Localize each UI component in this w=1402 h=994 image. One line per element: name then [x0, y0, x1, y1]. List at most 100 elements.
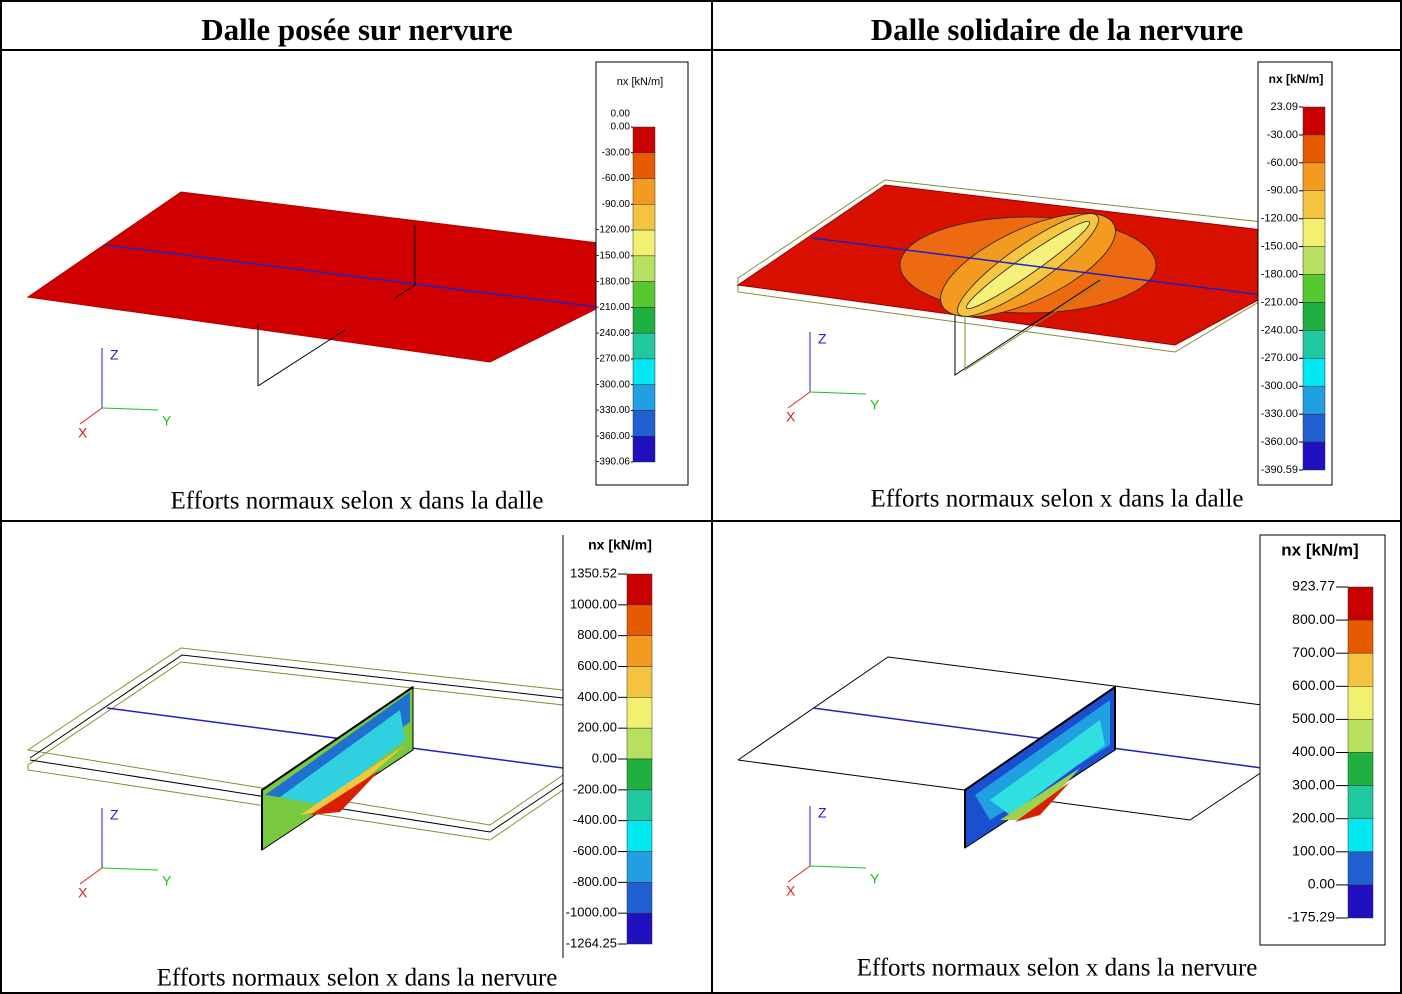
legend-label: 600.00 [577, 658, 617, 673]
legend-swatch [627, 667, 652, 698]
page: Dalle posée sur nervure Dalle solidaire … [0, 0, 1402, 994]
legend-label: 400.00 [577, 689, 617, 704]
legend-swatch [627, 697, 652, 728]
legend-swatch [627, 882, 652, 913]
legend-label: 600.00 [1292, 677, 1335, 693]
axis-label: Y [162, 413, 172, 429]
legend-swatch [627, 790, 652, 821]
legend-label: -390.06 [596, 457, 630, 468]
legend-swatch [1303, 107, 1325, 135]
header-title: Dalle posée sur nervure [201, 12, 512, 47]
legend-label: -300.00 [596, 379, 630, 390]
legend-swatch [633, 307, 655, 333]
legend-swatch [633, 410, 655, 436]
legend-label: 0.00 [592, 750, 617, 765]
legend-label: -120.00 [596, 225, 630, 236]
legend-swatch [1348, 653, 1373, 686]
legend-label: 800.00 [1292, 611, 1335, 627]
legend-label: 100.00 [1292, 843, 1335, 859]
legend-label: -60.00 [1267, 157, 1298, 169]
legend-label: -120.00 [1261, 213, 1298, 225]
legend-label: -330.00 [1261, 408, 1298, 420]
legend-swatch [633, 282, 655, 308]
legend-label: 23.09 [1270, 101, 1298, 113]
legend-label: 200.00 [577, 720, 617, 735]
legend-swatch [627, 913, 652, 944]
axis-label: Z [818, 331, 827, 347]
legend-swatch [633, 333, 655, 359]
legend-swatch [1303, 247, 1325, 275]
header-title: Dalle solidaire de la nervure [871, 12, 1244, 47]
legend-label: -800.00 [573, 874, 617, 889]
axis-y [810, 392, 866, 394]
legend-label: -90.00 [602, 199, 631, 210]
axis-label: X [78, 885, 88, 901]
legend-swatch [1348, 819, 1373, 852]
legend-label: -360.00 [1261, 436, 1298, 448]
axis-label: X [786, 883, 796, 899]
legend-label: 400.00 [1292, 743, 1335, 759]
legend-swatch [1348, 587, 1373, 620]
legend-swatch [1348, 885, 1373, 918]
legend-label: -60.00 [602, 173, 631, 184]
axis-label: Z [110, 807, 119, 823]
axis-label: X [786, 409, 796, 425]
legend-swatch [633, 436, 655, 462]
legend-label: -390.59 [1261, 464, 1298, 476]
legend-label: -180.00 [1261, 268, 1298, 280]
axis-y [102, 868, 158, 870]
legend-label: 200.00 [1292, 809, 1335, 825]
legend-label: -30.00 [1267, 129, 1298, 141]
legend-title: nx [kN/m] [617, 76, 663, 88]
legend-label: -180.00 [596, 276, 630, 287]
legend-label: -360.00 [596, 431, 630, 442]
caption: Efforts normaux selon x dans la dalle [170, 488, 543, 515]
legend-label: -330.00 [596, 405, 630, 416]
legend-label: -210.00 [1261, 296, 1298, 308]
caption: Efforts normaux selon x dans la dalle [870, 486, 1243, 513]
legend-swatch [627, 636, 652, 667]
legend-label: -210.00 [596, 302, 630, 313]
legend-swatch [627, 821, 652, 852]
legend-swatch [1348, 719, 1373, 752]
legend-label: -1264.25 [566, 935, 617, 950]
model-view [738, 180, 1262, 375]
legend-swatch [1348, 620, 1373, 653]
legend-swatch [1303, 442, 1325, 470]
legend-swatch [1348, 852, 1373, 885]
legend-title: nx [kN/m] [588, 537, 652, 553]
legend-swatch [633, 179, 655, 205]
legend-label: -1000.00 [566, 905, 617, 920]
legend-label: -30.00 [602, 147, 631, 158]
legend-swatch [633, 230, 655, 256]
legend-label: 700.00 [1292, 644, 1335, 660]
legend-swatch [1348, 686, 1373, 719]
legend-swatch [1348, 753, 1373, 786]
legend-label: -400.00 [573, 812, 617, 827]
legend-swatch [1303, 191, 1325, 219]
axis-x [788, 866, 810, 882]
legend-swatch [633, 256, 655, 282]
axis-label: X [78, 425, 88, 441]
legend-label: 300.00 [1292, 776, 1335, 792]
legend-swatch [1303, 386, 1325, 414]
legend-swatch [1303, 135, 1325, 163]
legend-swatch [627, 605, 652, 636]
legend-label: 1000.00 [570, 596, 617, 611]
legend-label: 500.00 [1292, 710, 1335, 726]
axis-label: Y [870, 871, 880, 887]
model-view [28, 648, 563, 850]
legend-swatch [1348, 786, 1373, 819]
legend-title: nx [kN/m] [1269, 72, 1324, 86]
legend-label: -240.00 [1261, 324, 1298, 336]
legend-label: -175.29 [1288, 909, 1336, 925]
axis-x [80, 408, 102, 424]
axis-y [810, 866, 866, 868]
caption: Efforts normaux selon x dans la nervure [157, 965, 558, 992]
document: Dalle posée sur nervure Dalle solidaire … [0, 0, 1402, 994]
legend-swatch [633, 385, 655, 411]
axis-label: Z [818, 805, 827, 821]
legend-label: -150.00 [1261, 241, 1298, 253]
legend-swatch [633, 153, 655, 179]
legend-swatch [1303, 275, 1325, 303]
